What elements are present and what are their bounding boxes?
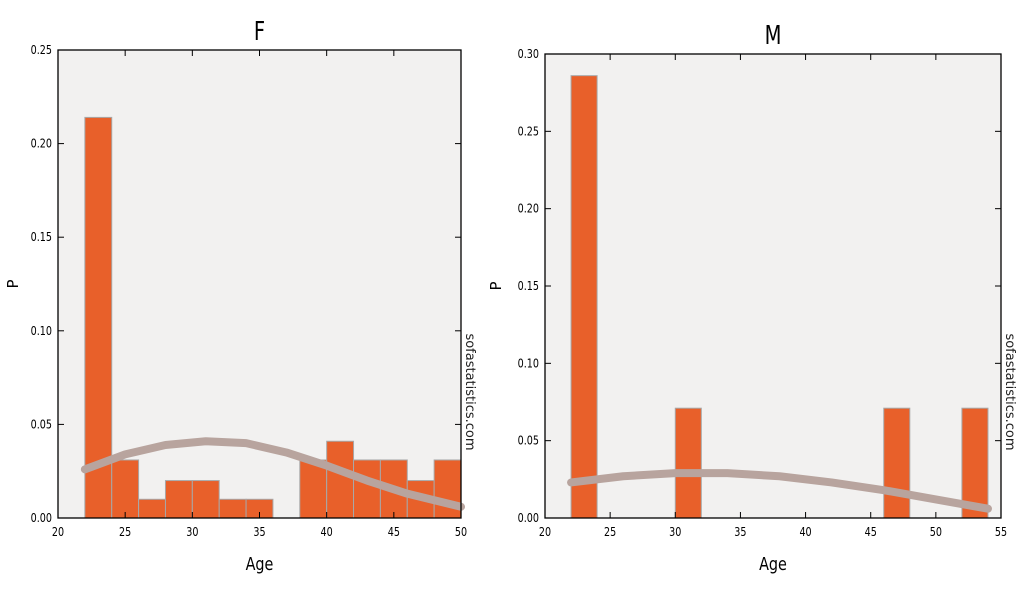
y-tick-label: 0.25 (31, 43, 52, 57)
x-tick-label: 25 (119, 525, 131, 539)
histogram-bar (570, 75, 598, 519)
histogram-bar (961, 407, 989, 519)
x-tick-label: 20 (539, 525, 551, 539)
x-axis-label: Age (759, 553, 787, 574)
histogram-bar (883, 407, 911, 519)
x-tick-label: 35 (734, 525, 746, 539)
y-tick-label: 0.30 (518, 47, 539, 61)
histogram-bar (84, 116, 113, 519)
histogram-bar (164, 480, 193, 519)
chart-panel-M: 20 25 30 35 40 45 50 55 0.00 0.05 0.10 0.15 0.20 0.25… (487, 21, 1017, 574)
chart-panel-F: 20 25 30 35 40 45 50 0.00 0.05 0.10 0.15 0.20 0.25 F A… (4, 17, 477, 574)
y-tick-label: 0.15 (518, 279, 539, 293)
plot-area (58, 50, 461, 518)
histogram-bar (326, 440, 355, 519)
x-tick-label: 50 (455, 525, 467, 539)
chart-title: M (765, 21, 782, 50)
y-axis-label: P (487, 281, 505, 290)
normal-curve (80, 437, 465, 511)
y-tick-label: 0.25 (518, 124, 539, 138)
histogram-bar (138, 498, 166, 519)
y-tick-label: 0.10 (518, 356, 539, 370)
y-tick-label: 0.15 (31, 230, 52, 244)
x-tick-label: 30 (669, 525, 681, 539)
x-tick-label: 40 (321, 525, 333, 539)
y-axis-label: P (4, 279, 22, 288)
x-tick-label: 40 (799, 525, 811, 539)
x-tick-label: 55 (995, 525, 1007, 539)
histogram-bar (111, 459, 140, 519)
watermark: sofastatistics.com (1002, 333, 1017, 450)
y-tick-label: 0.05 (518, 434, 539, 448)
x-tick-label: 35 (253, 525, 265, 539)
x-tick-label: 25 (604, 525, 616, 539)
y-tick-label: 0.00 (518, 511, 539, 525)
x-tick-label: 45 (865, 525, 877, 539)
histogram-bar (353, 459, 381, 519)
y-tick-label: 0.20 (518, 202, 539, 216)
normal-curve (567, 469, 992, 513)
y-tick-label: 0.20 (31, 137, 52, 151)
histogram-bar (218, 498, 247, 519)
histogram-bar (191, 480, 220, 519)
plot-area (545, 54, 1001, 518)
histogram-bar (299, 459, 328, 519)
x-tick-label: 50 (930, 525, 942, 539)
x-tick-label: 45 (388, 525, 400, 539)
y-tick-label: 0.10 (31, 324, 52, 338)
histogram-bar (674, 407, 702, 519)
x-tick-label: 30 (186, 525, 198, 539)
x-axis-label: Age (246, 553, 274, 574)
y-tick-label: 0.00 (31, 511, 52, 525)
x-tick-label: 20 (52, 525, 64, 539)
chart-title: F (254, 17, 265, 46)
watermark: sofastatistics.com (462, 333, 477, 450)
y-tick-label: 0.05 (31, 417, 52, 431)
